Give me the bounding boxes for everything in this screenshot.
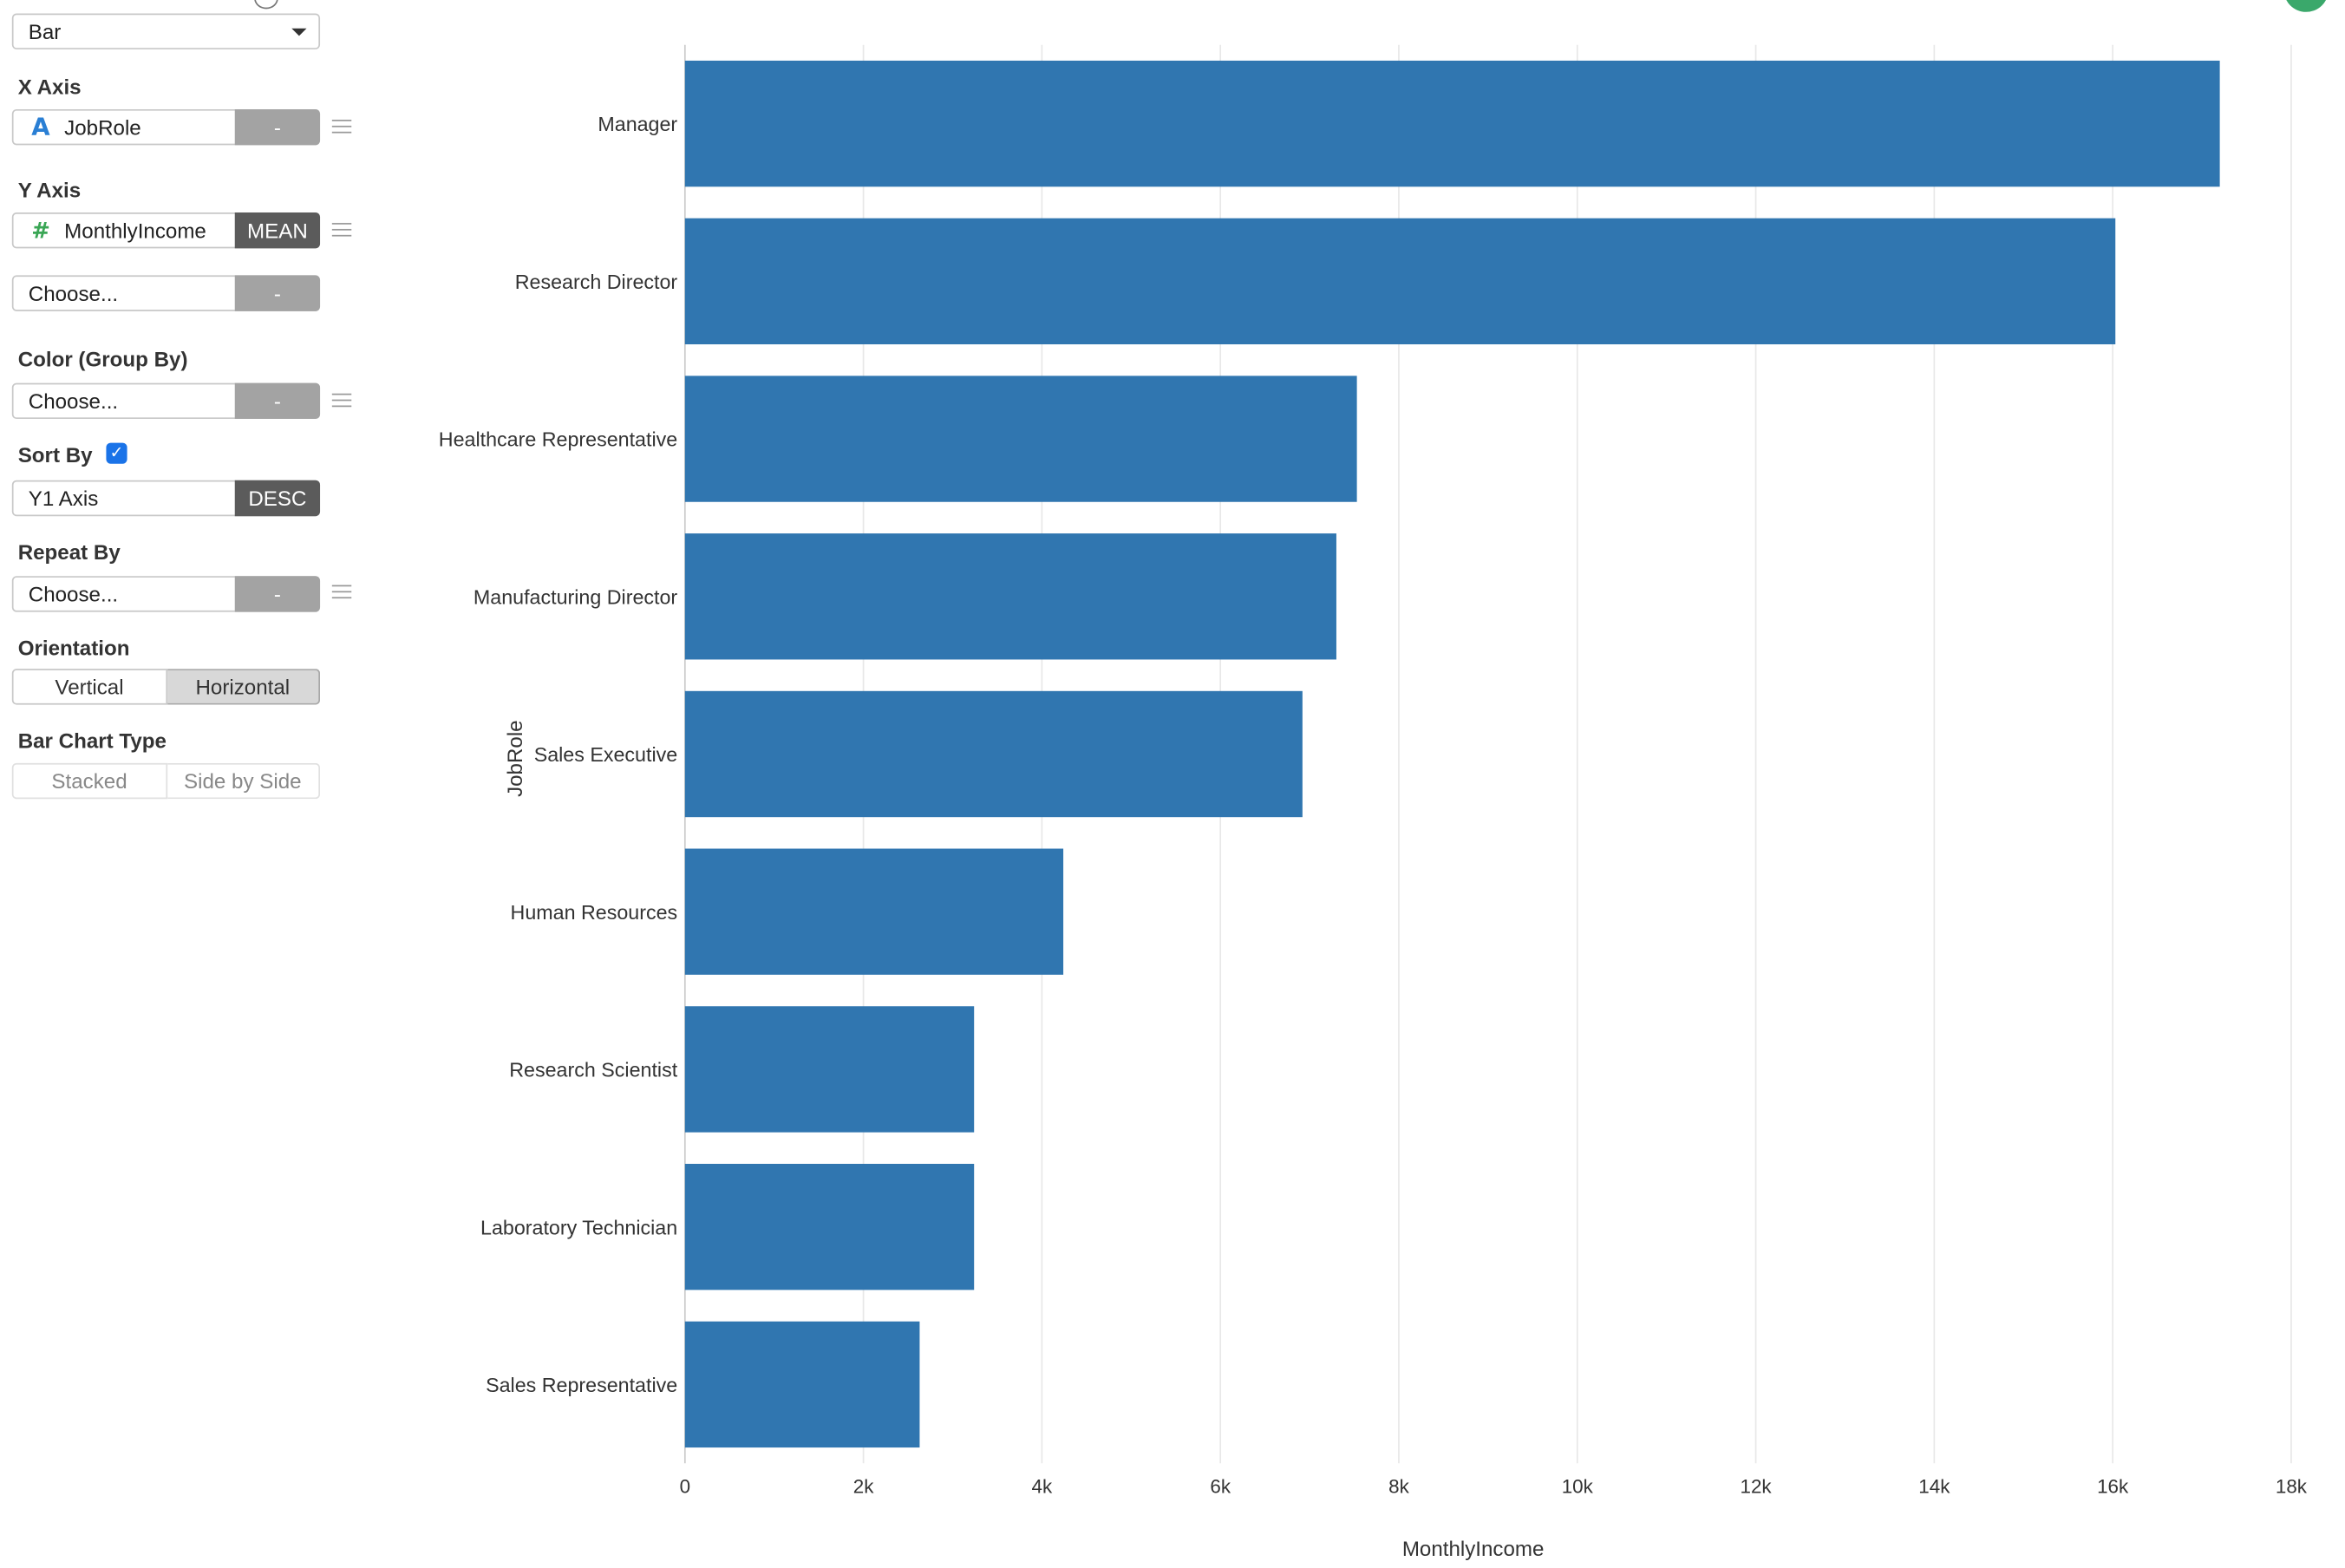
category-label: Human Resources <box>511 901 678 924</box>
orientation-vertical-option[interactable]: Vertical <box>11 669 167 705</box>
x-tick-label: 4k <box>1032 1476 1053 1498</box>
chart-settings-panel: Bar X Axis A JobRole - Y Axis # MonthlyI… <box>0 0 359 1568</box>
repeat-field[interactable]: Choose... - <box>11 576 321 612</box>
hamburger-icon[interactable] <box>331 223 352 241</box>
hamburger-icon[interactable] <box>331 585 352 604</box>
bar[interactable] <box>684 1321 920 1448</box>
y-axis-field-name: MonthlyIncome <box>64 218 206 243</box>
repeat-placeholder: Choose... <box>28 582 119 606</box>
category-label: Sales Representative <box>486 1374 677 1396</box>
sort-field-name: Y1 Axis <box>28 486 99 511</box>
x-tick-label: 14k <box>1918 1476 1950 1498</box>
x-axis-field-name: JobRole <box>64 114 141 140</box>
y-axis-extra-placeholder: Choose... <box>28 281 119 305</box>
chevron-down-icon <box>291 28 307 36</box>
y-axis-title: JobRole <box>504 720 527 797</box>
x-tick-label: 0 <box>680 1476 690 1498</box>
category-label: Healthcare Representative <box>439 428 677 451</box>
x-tick-label: 8k <box>1388 1476 1409 1498</box>
sort-label: Sort By <box>17 442 93 467</box>
category-label: Research Scientist <box>509 1059 677 1081</box>
x-tick-label: 12k <box>1740 1476 1772 1498</box>
x-tick-label: 2k <box>853 1476 874 1498</box>
x-axis-label: X Axis <box>17 75 82 99</box>
x-tick-label: 18k <box>2276 1476 2308 1498</box>
bar[interactable] <box>684 533 1336 660</box>
orientation-label: Orientation <box>17 636 130 660</box>
bar[interactable] <box>684 218 2116 345</box>
orientation-horizontal-option[interactable]: Horizontal <box>167 669 321 705</box>
category-label: Sales Executive <box>534 743 677 766</box>
color-label: Color (Group By) <box>17 347 188 371</box>
bar[interactable] <box>684 1006 975 1133</box>
sort-order-button[interactable]: DESC <box>234 480 321 517</box>
y-axis-extra-agg-button[interactable]: - <box>234 275 321 311</box>
chart-type-value: Bar <box>28 19 62 44</box>
chart-type-select[interactable]: Bar <box>11 13 321 49</box>
x-tick-label: 6k <box>1210 1476 1231 1498</box>
bar[interactable] <box>684 848 1064 975</box>
repeat-agg-button[interactable]: - <box>234 576 321 612</box>
color-agg-button[interactable]: - <box>234 382 321 420</box>
x-axis-title: MonthlyIncome <box>1402 1538 1545 1561</box>
hamburger-icon[interactable] <box>331 120 352 138</box>
orientation-toggle: Vertical Horizontal <box>11 669 321 705</box>
hamburger-icon[interactable] <box>331 393 352 412</box>
bar-type-stacked-option[interactable]: Stacked <box>11 762 167 800</box>
category-label: Manager <box>598 113 677 135</box>
sort-checkbox[interactable]: ✓ <box>106 442 127 464</box>
x-tick-label: 10k <box>1562 1476 1594 1498</box>
bar[interactable] <box>684 690 1303 818</box>
x-tick-label: 16k <box>2097 1476 2129 1498</box>
bar-type-side-by-side-option[interactable]: Side by Side <box>167 762 321 800</box>
y-axis-label: Y Axis <box>17 178 82 202</box>
y-axis-field[interactable]: # MonthlyIncome MEAN <box>11 212 321 249</box>
x-axis-agg-button[interactable]: - <box>234 108 321 146</box>
bar-type-toggle: Stacked Side by Side <box>11 762 321 800</box>
color-field[interactable]: Choose... - <box>11 382 321 420</box>
bar[interactable] <box>684 60 2220 187</box>
user-avatar[interactable] <box>2283 0 2329 12</box>
bar-type-label: Bar Chart Type <box>17 728 167 753</box>
text-type-icon: A <box>31 112 50 141</box>
number-type-icon: # <box>31 217 50 245</box>
y-axis-extra-field[interactable]: Choose... - <box>11 275 321 311</box>
category-label: Research Director <box>515 271 678 293</box>
category-label: Manufacturing Director <box>474 585 678 608</box>
category-label: Laboratory Technician <box>480 1216 677 1238</box>
repeat-label: Repeat By <box>17 539 121 565</box>
color-placeholder: Choose... <box>28 389 119 414</box>
bar[interactable] <box>684 376 1357 502</box>
y-axis-agg-button[interactable]: MEAN <box>234 212 321 249</box>
bar[interactable] <box>684 1163 975 1290</box>
sort-field[interactable]: Y1 Axis DESC <box>11 480 321 517</box>
x-axis-field[interactable]: A JobRole - <box>11 108 321 146</box>
